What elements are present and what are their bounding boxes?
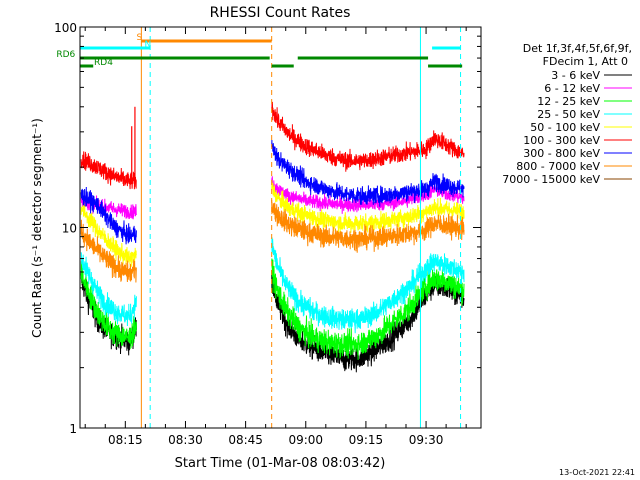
legend-entry-label: 100 - 300 keV: [523, 134, 600, 147]
legend-entry-label: 25 - 50 keV: [537, 108, 600, 121]
timestamp: 13-Oct-2021 22:41: [559, 468, 635, 477]
series-line-300-800-kev-segment-2: [271, 139, 465, 207]
legend-entry-label: 300 - 800 keV: [523, 147, 600, 160]
legend-entry-label: 50 - 100 keV: [530, 121, 600, 134]
series-line-300-800-kev-segment-1: [80, 186, 137, 245]
legend-entry-label: 12 - 25 keV: [537, 95, 600, 108]
legend-entry-label: 800 - 7000 keV: [516, 160, 600, 173]
state-label-s: S: [137, 33, 143, 43]
legend-header-line-2: FDecim 1, Att 0: [543, 55, 628, 68]
x-tick-label: 09:30: [409, 433, 444, 447]
x-tick-label: 08:15: [108, 433, 143, 447]
series-line-6-12-kev-segment-2: [271, 176, 465, 214]
x-axis-label: Start Time (01-Mar-08 08:03:42): [175, 456, 386, 471]
state-label-rd6: RD6: [56, 50, 75, 60]
series-line-12-25-kev-segment-2: [271, 258, 465, 360]
series-line-100-300-kev-segment-2: [271, 101, 465, 172]
series-line-800-7000-kev-segment-2: [271, 199, 465, 253]
series-line-12-25-kev-segment-1: [80, 261, 137, 350]
legend-entry-label: 6 - 12 keV: [544, 82, 600, 95]
legend-entry-label: 3 - 6 keV: [551, 69, 600, 82]
series-line-100-300-kev-segment-1: [80, 151, 137, 190]
state-label-n: N: [145, 40, 152, 50]
x-tick-label: 09:00: [288, 433, 323, 447]
series-line-25-50-kev-segment-1: [80, 252, 137, 327]
legend: Det 1f,3f,4f,5f,6f,9f, FDecim 1, Att 0 3…: [502, 42, 632, 186]
series-line-800-7000-kev-segment-1: [80, 219, 137, 283]
series-line-25-50-kev-segment-2: [271, 237, 465, 334]
legend-entry-label: 7000 - 15000 keV: [502, 173, 600, 186]
series-line-50-100-kev-segment-1: [80, 203, 137, 267]
y-axis-label: Count Rate (s⁻¹ detector segment⁻¹): [30, 118, 44, 338]
legend-header-line-1: Det 1f,3f,4f,5f,6f,9f,: [523, 42, 632, 55]
y-tick-label: 10: [62, 222, 77, 236]
y-tick-label: 100: [54, 21, 77, 35]
x-tick-label: 08:45: [228, 433, 263, 447]
x-tick-label: 08:30: [168, 433, 203, 447]
x-tick-label: 09:15: [349, 433, 384, 447]
y-tick-label: 1: [69, 422, 77, 436]
chart-title: RHESSI Count Rates: [210, 5, 351, 21]
series-line-50-100-kev-segment-2: [271, 180, 465, 234]
series-line-3-6-kev-segment-2: [271, 269, 465, 373]
state-label-rd4: RD4: [94, 58, 113, 68]
